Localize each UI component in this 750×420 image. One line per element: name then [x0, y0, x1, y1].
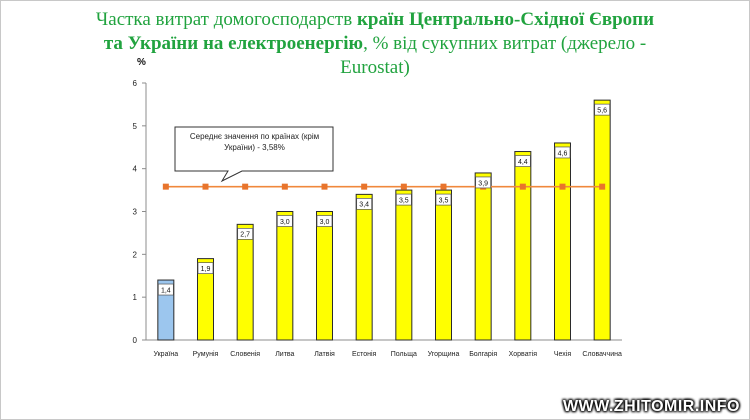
watermark: WWW.ZHITOMIR.INFO: [562, 398, 740, 415]
average-marker: [281, 183, 288, 190]
bar: [474, 172, 492, 341]
category-label: Литва: [275, 351, 294, 358]
value-label-box: [395, 193, 412, 206]
bar: [236, 223, 254, 341]
category-label: Румунія: [193, 350, 219, 358]
category-label: Словаччина: [582, 351, 622, 358]
average-marker: [162, 183, 169, 190]
value-label: 4,4: [518, 159, 528, 166]
category-label: Словенія: [230, 350, 260, 358]
bar: [197, 258, 214, 341]
average-marker: [559, 183, 566, 190]
bar: [355, 193, 373, 341]
value-label-box: [237, 228, 254, 240]
value-label-box: [435, 193, 452, 206]
value-label: 1,9: [201, 266, 211, 273]
value-label: 3,0: [280, 219, 290, 226]
average-marker: [361, 183, 368, 190]
category-label: Польща: [391, 351, 417, 358]
value-label-box: [276, 215, 293, 227]
average-marker: [440, 183, 447, 190]
value-label: 5,6: [597, 107, 607, 114]
title-part-2: , % від сукупних витрат (джерело - Euros…: [340, 33, 647, 78]
average-marker: [519, 183, 526, 190]
category-label: Угорщина: [428, 351, 460, 358]
value-label: 3,5: [399, 197, 409, 204]
callout-box: [174, 126, 334, 183]
chart-bars: [157, 99, 611, 341]
chart-axes: [142, 82, 622, 341]
average-callout: Середнє значення по країнах (крім Україн…: [174, 126, 334, 183]
value-label: 3,9: [478, 180, 488, 187]
category-label: Болгарія: [469, 350, 497, 358]
bar: [316, 211, 333, 341]
y-tick-label: 4: [133, 165, 138, 174]
y-axis-label: %: [137, 57, 146, 68]
value-label-box: [594, 103, 611, 116]
chart-title: Частка витрат домогосподарств країн Цент…: [90, 8, 660, 80]
category-label: Латвія: [314, 350, 335, 358]
bar: [435, 189, 452, 341]
y-tick-label: 1: [133, 293, 138, 302]
bar: [395, 189, 413, 341]
title-bold-part: країн Центрально-Східної Європи та Украї…: [103, 9, 655, 54]
y-tick-label: 0: [133, 336, 138, 345]
category-label: Естонія: [352, 350, 377, 358]
bar: [554, 142, 571, 341]
y-tick-label: 3: [133, 208, 138, 217]
value-label: 3,4: [359, 202, 369, 209]
callout-text: Середнє значення по країнах (крім Україн…: [189, 132, 320, 152]
average-marker: [599, 183, 606, 190]
category-label: Україна: [153, 351, 178, 358]
bar: [593, 99, 611, 341]
average-marker: [242, 183, 249, 190]
y-tick-label: 6: [133, 79, 138, 88]
value-label: 2,7: [240, 232, 250, 239]
average-marker: [400, 183, 407, 190]
category-label: Чехія: [554, 350, 571, 358]
value-label-box: [514, 155, 531, 167]
y-tick-label: 5: [133, 122, 138, 131]
y-tick-label: 2: [133, 250, 138, 259]
value-label-box: [554, 146, 571, 159]
average-marker: [321, 183, 328, 190]
average-series: [162, 183, 606, 190]
category-label: Хорватія: [509, 350, 538, 358]
value-label: 3,0: [320, 219, 330, 226]
bar: [514, 151, 532, 341]
average-marker: [202, 183, 209, 190]
value-label-box: [356, 198, 373, 210]
value-label-box: [475, 176, 492, 189]
value-label: 3,5: [439, 197, 449, 204]
value-label: 1,4: [161, 287, 171, 294]
chart-labels: 0 1 2 3 4 5 6% 1,4 Україна 1,9 Румунія 2,7 Словенія 3…: [133, 57, 622, 358]
value-label: 4,6: [558, 150, 568, 157]
value-label-box: [157, 283, 174, 296]
value-label-box: [197, 262, 214, 274]
value-label-box: [316, 215, 333, 227]
bar: [276, 211, 294, 341]
title-part-1: Частка витрат домогосподарств: [95, 9, 357, 30]
